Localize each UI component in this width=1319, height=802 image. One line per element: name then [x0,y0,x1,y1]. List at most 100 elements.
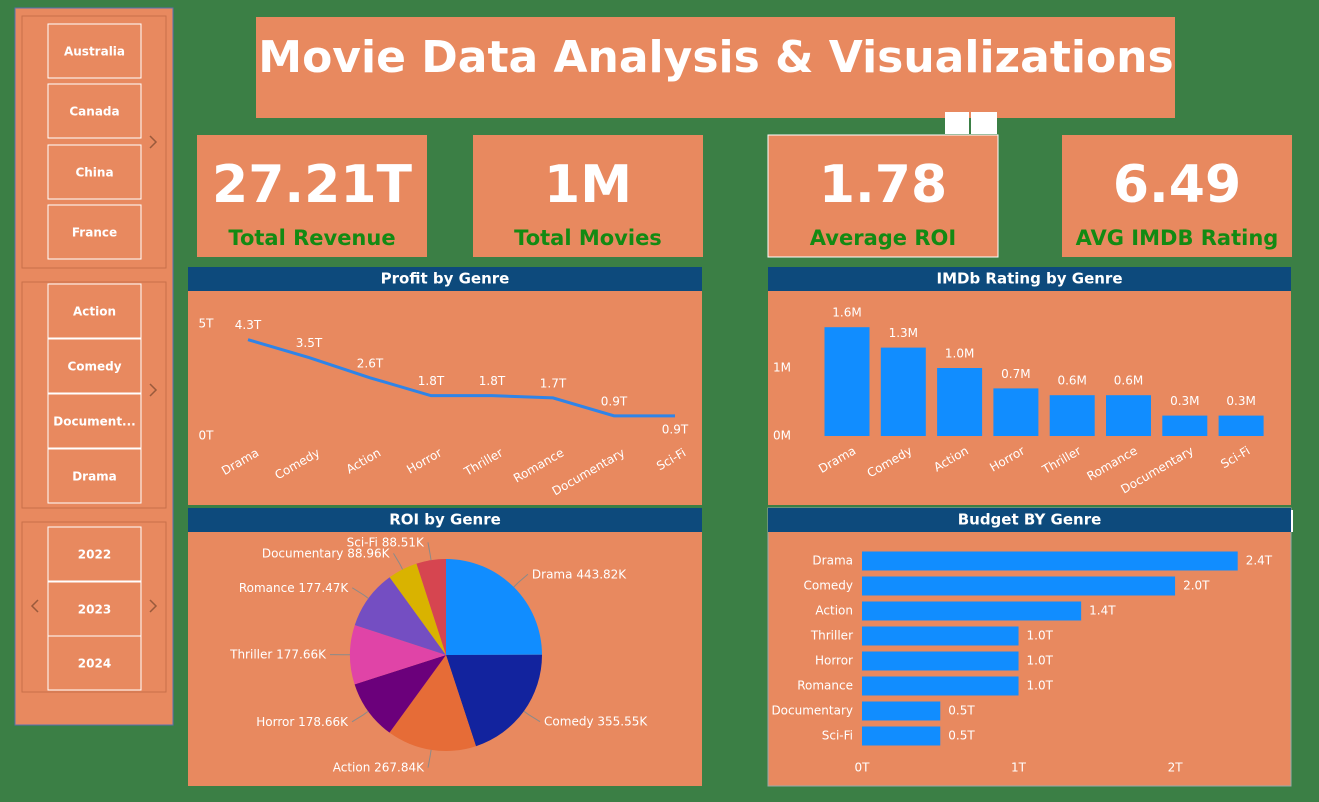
data-label: 1.8T [479,374,506,388]
kpi-card [473,135,703,257]
chart-header [188,508,702,532]
filter-icon[interactable] [945,112,969,134]
chart-title: Budget BY Genre [958,511,1102,529]
slicer-item[interactable] [47,144,142,200]
data-label: 1.7T [540,376,567,390]
data-label: 3.5T [296,336,323,350]
slice-value: 355.55K [597,714,648,728]
kpi-value: 6.49 [1113,155,1241,215]
slicer-item[interactable] [47,83,142,139]
slicer-label: 2022 [78,548,111,562]
slice-category: Thriller [229,647,272,661]
pie-slice [416,559,446,655]
more-icon[interactable] [971,112,997,134]
y-tick-label: Romance [797,679,853,693]
panel [188,267,702,505]
pie-slice [446,559,542,655]
data-label: 0.6M [1057,374,1086,388]
slicer-item[interactable] [47,338,142,394]
chart-title: IMDb Rating by Genre [936,270,1122,288]
chevron[interactable] [30,135,158,613]
leader-line [352,587,369,599]
leader-line [351,710,369,723]
kpi-label: Average ROI [810,226,956,250]
bar [862,601,1082,621]
page-title: Movie Data Analysis & Visualizations [258,32,1173,83]
slicer-item[interactable] [47,283,142,339]
slice-category: Drama [532,567,573,581]
kpi-value: 1.78 [819,155,947,215]
slice-value: 267.84K [374,760,425,774]
chart-title: Profit by Genre [381,270,510,288]
bar [1049,395,1095,436]
y-tick-label: 1M [773,361,791,375]
bar [824,327,870,436]
y-tick-label: Comedy [803,579,853,593]
bar [1218,415,1264,436]
chart-header [768,508,1291,532]
slicer-item[interactable] [47,23,142,79]
bar [993,388,1039,436]
data-label: 1.8T [418,374,445,388]
data-label: 0.7M [1001,367,1030,381]
pie-slice [446,654,542,747]
kpi-card [1062,135,1292,257]
data-label: 1.3M [889,326,918,340]
kpi-value: 1M [544,155,632,215]
kpi-card [767,134,999,258]
slicer-label: France [72,226,117,240]
bar [862,626,1019,646]
kpi-card [197,135,427,257]
bar [862,726,941,746]
slicer-item[interactable] [47,393,142,449]
slice-value: 443.82K [576,567,627,581]
pie-slice [389,655,476,752]
bar [862,551,1238,571]
y-tick-label: Horror [815,654,853,668]
leader-line [427,542,432,561]
bar [862,701,941,721]
slicer-label: Action [73,305,116,319]
x-tick-label: 2T [1168,761,1184,775]
slicer-card [21,281,167,509]
title-banner [256,17,1175,118]
slicer-label: Drama [72,470,117,484]
slicer-item[interactable] [47,635,142,691]
y-tick-label: 5T [199,317,215,331]
data-label: 0.9T [662,422,689,436]
chart-title: ROI by Genre [389,511,501,529]
data-label: 2.4T [1246,554,1273,568]
slice-value: 88.51K [382,535,425,549]
slice-label: Sci-Fi 88.51K [347,535,425,549]
bar [937,368,983,436]
slicer-item[interactable] [47,448,142,504]
data-label: 1.4T [1089,604,1116,618]
slice-label: Horror 178.66K [256,714,349,728]
kpi-label: Total Movies [514,226,662,250]
slice-category: Documentary [262,546,344,560]
slice-value: 177.47K [298,580,349,594]
slice-category: Horror [256,714,294,728]
y-tick-label: Documentary [771,704,853,718]
data-label: 0.3M [1170,394,1199,408]
slice-label: Comedy 355.55K [544,714,648,728]
leader-line [427,749,432,768]
slicer-label: 2023 [78,603,111,617]
slicer-card [21,15,167,269]
slice-category: Sci-Fi [347,535,378,549]
kpi-label: Total Revenue [228,226,395,250]
slicer-label: China [75,166,113,180]
data-label: 2.6T [357,356,384,370]
y-tick-label: Action [815,604,853,618]
slicer-label: 2024 [78,657,111,671]
data-label: 0.3M [1226,394,1255,408]
slicer-item[interactable] [47,204,142,260]
data-label: 1.6M [832,306,861,320]
bar [880,347,926,436]
data-label: 1.0T [1027,679,1054,693]
y-tick-label: Thriller [810,629,853,643]
slicer-card [21,521,167,693]
slicer-label: Australia [64,45,125,59]
slicer-item[interactable] [47,526,142,582]
kpi-label: AVG IMDB Rating [1076,226,1279,250]
